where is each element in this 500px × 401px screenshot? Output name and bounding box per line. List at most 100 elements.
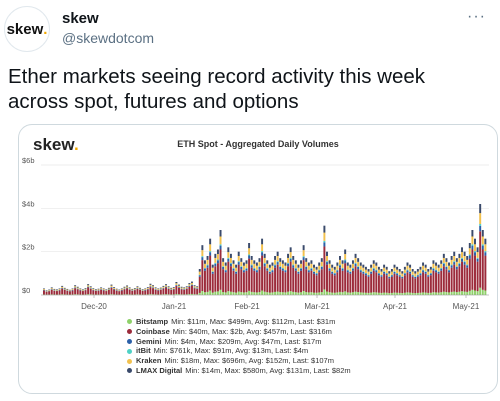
bar-segment: [178, 285, 180, 287]
bar-segment: [354, 262, 357, 264]
bar-segment: [315, 266, 318, 270]
bar-segment: [393, 271, 396, 274]
bar-segment: [380, 292, 383, 295]
legend-dot-icon: [127, 319, 132, 325]
bar-segment: [255, 292, 258, 295]
legend-entry[interactable]: Coinbase Min: $40m, Max: $2b, Avg: $457m,…: [127, 327, 351, 337]
bar-segment: [292, 291, 295, 295]
bar-segment: [222, 267, 225, 270]
bar-segment: [461, 261, 463, 292]
bar-segment: [287, 266, 290, 292]
bar-segment: [89, 286, 92, 288]
legend-entry[interactable]: Gemini Min: $4m, Max: $209m, Avg: $47m, L…: [127, 337, 351, 347]
bar-segment: [165, 294, 167, 295]
bar-segment: [261, 255, 264, 291]
bar-segment: [92, 288, 95, 289]
bar-segment: [393, 271, 396, 272]
bar-segment: [458, 253, 461, 258]
bar-segment: [131, 288, 134, 290]
bar-segment: [154, 288, 157, 290]
bar-segment: [255, 272, 258, 293]
bar-segment: [390, 269, 393, 272]
bar-segment: [172, 287, 175, 289]
bar-segment: [333, 273, 336, 274]
bar-segment: [136, 286, 139, 288]
bar-segment: [323, 289, 326, 295]
bar-segment: [307, 272, 310, 293]
bar-segment: [297, 267, 300, 272]
bar-segment: [61, 294, 64, 295]
bar-segment: [45, 290, 48, 292]
bar-segment: [435, 272, 438, 293]
bar-segment: [320, 266, 323, 268]
bar-segment: [344, 291, 347, 295]
bar-segment: [385, 273, 388, 274]
bar-segment: [331, 267, 334, 272]
bar-segment: [305, 269, 308, 293]
bar-segment: [419, 292, 422, 295]
bar-segment: [58, 290, 61, 295]
bar-segment: [300, 263, 302, 268]
bar-segment: [346, 270, 349, 273]
bar-segment: [55, 289, 58, 290]
bar-segment: [354, 253, 357, 258]
bar-segment: [258, 266, 261, 268]
bar-segment: [375, 269, 378, 271]
bar-segment: [336, 265, 339, 270]
bar-segment: [344, 254, 347, 260]
bar-segment: [305, 258, 308, 262]
bar-segment: [235, 292, 238, 295]
more-icon[interactable]: ···: [467, 8, 486, 25]
bar-segment: [432, 260, 435, 264]
legend-entry[interactable]: LMAX Digital Min: $14m, Max: $580m, Avg: …: [127, 366, 351, 376]
bar-segment: [110, 294, 113, 295]
bar-segment: [455, 266, 458, 268]
bar-segment: [209, 244, 212, 252]
bar-segment: [250, 259, 253, 265]
bar-segment: [76, 289, 79, 295]
x-tick-label: Jan-21: [162, 302, 187, 311]
bar-segment: [139, 288, 142, 290]
legend-entry[interactable]: Kraken Min: $18m, Max: $696m, Avg: $152m,…: [127, 356, 351, 366]
bar-segment: [364, 269, 367, 274]
legend-entry[interactable]: Bitstamp Min: $11m, Max: $499m, Avg: $112…: [127, 317, 351, 327]
bar-segment: [294, 263, 297, 268]
bar-segment: [370, 271, 373, 272]
bar-segment: [79, 288, 82, 290]
bar-segment: [250, 291, 253, 295]
x-tick-label: Apr-21: [383, 302, 408, 311]
bar-segment: [409, 271, 412, 272]
bar-segment: [250, 264, 253, 266]
bar-segment: [385, 266, 388, 270]
user-handle[interactable]: @skewdotcom: [62, 30, 155, 46]
bar-segment: [435, 269, 438, 271]
bar-segment: [463, 256, 466, 262]
display-name[interactable]: skew: [62, 10, 99, 27]
bar-segment: [268, 273, 271, 293]
bar-segment: [341, 292, 344, 295]
bar-segment: [157, 288, 160, 290]
bar-segment: [237, 264, 240, 292]
bar-segment: [266, 260, 269, 264]
bar-segment: [364, 266, 367, 270]
bar-segment: [346, 265, 349, 270]
bar-segment: [359, 272, 362, 293]
bar-segment: [442, 253, 445, 258]
bar-segment: [43, 289, 45, 290]
legend-series-stats: Min: $4m, Max: $209m, Avg: $47m, Last: $…: [164, 336, 322, 346]
bar-segment: [429, 273, 432, 274]
bar-segment: [139, 287, 142, 289]
bar-segment: [175, 293, 178, 295]
avatar[interactable]: skew.: [4, 6, 50, 52]
chart-card[interactable]: skew. ETH Spot - Aggregated Daily Volume…: [18, 124, 498, 394]
bar-segment: [178, 284, 180, 286]
bar-segment: [196, 288, 199, 289]
bar-segment: [209, 238, 212, 245]
bar-segment: [276, 291, 279, 295]
bar-segment: [263, 263, 266, 267]
bar-segment: [128, 294, 131, 295]
bar-segment: [87, 287, 90, 295]
tweet-text: Ether markets seeing record activity thi…: [8, 65, 425, 113]
legend-entry[interactable]: itBit Min: $761k, Max: $91m, Avg: $13m, L…: [127, 346, 351, 356]
bar-segment: [305, 266, 308, 268]
